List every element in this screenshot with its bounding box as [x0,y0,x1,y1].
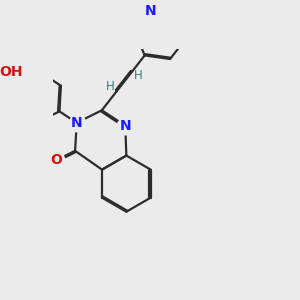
Text: H: H [134,70,143,83]
Text: OH: OH [0,65,22,80]
Text: H: H [106,80,115,93]
Text: N: N [145,4,157,19]
Text: N: N [119,119,131,133]
Text: N: N [71,116,82,130]
Text: O: O [51,153,62,167]
